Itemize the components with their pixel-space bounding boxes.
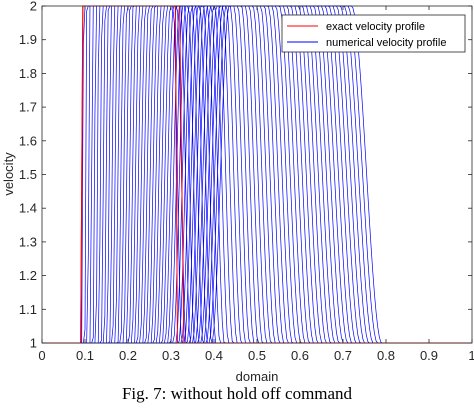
- x-tick-label: 0.3: [162, 348, 180, 363]
- y-tick-label: 1.3: [19, 234, 37, 249]
- y-tick-label: 1.1: [19, 302, 37, 317]
- x-tick-label: 0: [38, 348, 45, 363]
- legend-numerical-label: numerical velocity profile: [326, 37, 446, 49]
- y-tick-label: 1.6: [19, 133, 37, 148]
- y-tick-label: 1.5: [19, 167, 37, 182]
- x-tick-label: 0.1: [76, 348, 94, 363]
- legend: exact velocity profile numerical velocit…: [281, 14, 466, 53]
- x-tick-label: 0.2: [119, 348, 137, 363]
- axis-ticks: [41, 5, 473, 344]
- y-tick-label: 1.7: [19, 100, 37, 115]
- axis-tick-labels: 0 0.1 0.2 0.3 0.4 0.5 0.6 0.7 0.8 0.9 1 1 1.1 1.2 1.3 1…: [19, 0, 474, 363]
- y-tick-label: 1.9: [19, 32, 37, 47]
- x-tick-label: 0.4: [205, 348, 223, 363]
- x-tick-label: 1: [468, 348, 474, 363]
- y-tick-label: 1.4: [19, 201, 37, 216]
- legend-exact-label: exact velocity profile: [326, 21, 425, 33]
- legend-box: [281, 14, 466, 53]
- y-axis-label: velocity: [1, 152, 16, 196]
- x-tick-label: 0.9: [420, 348, 438, 363]
- y-tick-label: 1.2: [19, 268, 37, 283]
- x-tick-label: 0.5: [248, 348, 266, 363]
- y-tick-label: 1.8: [19, 66, 37, 81]
- x-tick-label: 0.8: [377, 348, 395, 363]
- y-tick-label: 1: [30, 336, 37, 351]
- figure-caption: Fig. 7: without hold off command: [121, 384, 353, 403]
- plot-lines: [42, 5, 472, 344]
- x-tick-label: 0.7: [334, 348, 352, 363]
- y-tick-label: 2: [30, 0, 37, 14]
- x-axis-label: domain: [236, 369, 279, 384]
- x-tick-label: 0.6: [291, 348, 309, 363]
